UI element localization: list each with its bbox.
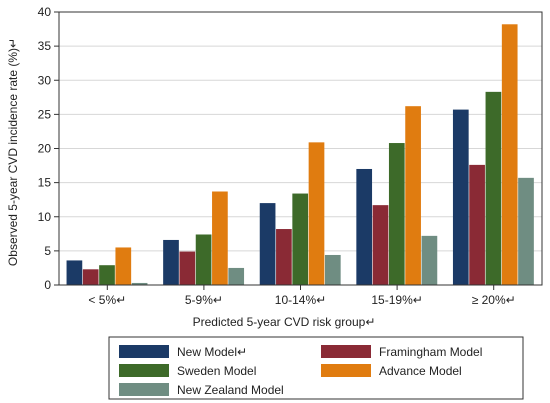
x-tick-label: 15-19%↵: [371, 293, 422, 307]
bar: [518, 177, 534, 285]
legend-label: New Zealand Model: [177, 383, 284, 397]
bar: [163, 239, 179, 285]
bar: [372, 205, 389, 285]
bar: [99, 265, 115, 285]
bar: [212, 191, 228, 285]
bar: [485, 91, 502, 285]
axes: 0 5 10 15 20 25 30 35 40 < 5%↵ 5-9%↵ 10-14%↵ 15-19%↵…: [38, 5, 543, 307]
y-tick-label: 10: [38, 210, 52, 224]
bar: [276, 229, 292, 285]
bar: [421, 235, 438, 285]
y-tick-label: 35: [38, 39, 52, 53]
bar: [131, 282, 148, 285]
x-tick-label: < 5%↵: [88, 293, 126, 307]
bar: [115, 247, 132, 285]
bar: [66, 260, 83, 285]
y-tick-label: 15: [38, 176, 52, 190]
legend-swatch: [321, 345, 371, 358]
legend-swatch: [119, 383, 169, 396]
legend-label: New Model↵: [177, 345, 247, 359]
y-tick-label: 25: [38, 107, 52, 121]
y-tick-label: 0: [44, 278, 51, 292]
legend: New Model↵ Framingham Model Sweden Model Ad…: [108, 336, 524, 400]
bar: [292, 193, 309, 285]
legend-swatch: [321, 364, 371, 377]
bar: [195, 234, 212, 285]
y-tick-label: 40: [38, 5, 52, 19]
x-tick-label: 10-14%↵: [275, 293, 326, 307]
bar: [388, 143, 405, 285]
y-axis-label: Observed 5-year CVD incidence rate (%)↵: [6, 38, 20, 266]
y-tick-label: 5: [44, 244, 51, 258]
x-tick-label: 5-9%↵: [185, 293, 223, 307]
bars: [66, 24, 534, 285]
bar: [259, 203, 276, 285]
legend-swatch: [119, 345, 169, 358]
legend-label: Advance Model: [379, 364, 462, 378]
bar: [308, 142, 325, 285]
bar: [356, 168, 373, 285]
bar: [82, 269, 99, 285]
x-axis-label: Predicted 5-year CVD risk group↵: [193, 315, 376, 329]
bar: [405, 106, 421, 285]
legend-label: Framingham Model: [379, 345, 482, 359]
bar: [452, 109, 469, 285]
legend-box: [108, 336, 524, 400]
y-tick-label: 30: [38, 73, 52, 87]
bar: [501, 24, 518, 285]
bar: [228, 267, 245, 285]
x-tick-label: ≥ 20%↵: [472, 293, 516, 307]
y-tick-label: 20: [38, 142, 52, 156]
bar: [324, 254, 341, 285]
legend-swatch: [119, 364, 169, 377]
bar: [469, 164, 485, 285]
legend-label: Sweden Model: [177, 364, 256, 378]
bar: [179, 251, 196, 285]
